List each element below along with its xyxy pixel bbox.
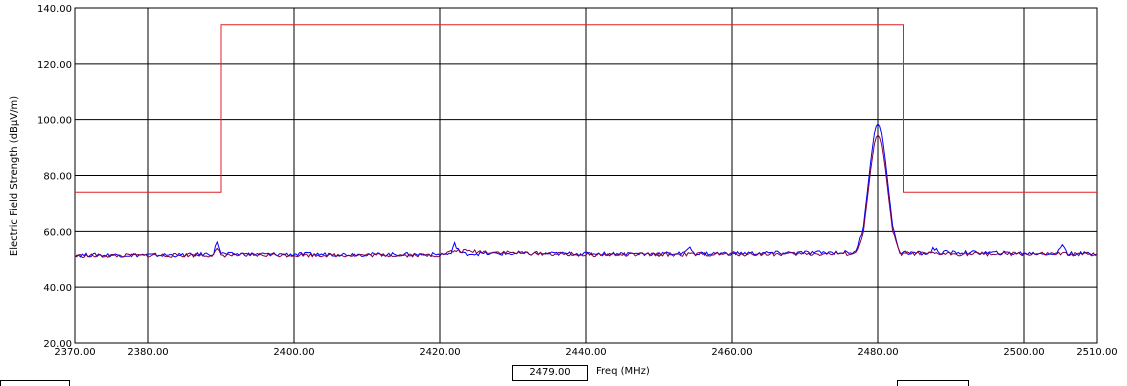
right-corner-control[interactable] <box>897 380 969 386</box>
y-tick-label: 20.00 <box>43 339 72 350</box>
left-corner-control[interactable] <box>0 380 70 386</box>
x-tick-label: 2370.00 <box>54 347 95 358</box>
x-tick-label: 2440.00 <box>565 347 606 358</box>
y-axis-ticks: 20.00 40.00 60.00 80.00 100.00 120.00 140.00 <box>37 4 72 350</box>
y-tick-label: 40.00 <box>43 283 72 294</box>
series-limit-line <box>75 24 1097 193</box>
series-lines <box>74 24 1098 259</box>
y-axis-label: Electric Field Strength (dBµV/m) <box>9 96 20 256</box>
series-average-line <box>74 134 1098 259</box>
x-tick-label: 2420.00 <box>419 347 460 358</box>
cursor-readout-field[interactable]: 2479.00 <box>512 365 588 381</box>
x-tick-label: 2510.00 <box>1076 347 1117 358</box>
y-tick-label: 140.00 <box>37 4 72 15</box>
x-tick-label: 2380.00 <box>127 347 168 358</box>
y-tick-label: 120.00 <box>37 60 72 71</box>
y-tick-label: 80.00 <box>43 172 72 183</box>
x-axis-ticks: 2370.00 2380.00 2400.00 2420.00 2440.00 2460.… <box>54 347 1117 358</box>
plot-area-border <box>74 7 1098 344</box>
x-tick-label: 2500.00 <box>1003 347 1044 358</box>
x-tick-label: 2480.00 <box>857 347 898 358</box>
x-tick-label: 2400.00 <box>273 347 314 358</box>
y-tick-label: 60.00 <box>43 227 72 238</box>
chart-grid <box>75 8 1097 343</box>
series-peak-line <box>74 123 1098 258</box>
x-axis-label: Freq (MHz) <box>596 366 650 377</box>
y-tick-label: 100.00 <box>37 116 72 127</box>
x-tick-label: 2460.00 <box>711 347 752 358</box>
